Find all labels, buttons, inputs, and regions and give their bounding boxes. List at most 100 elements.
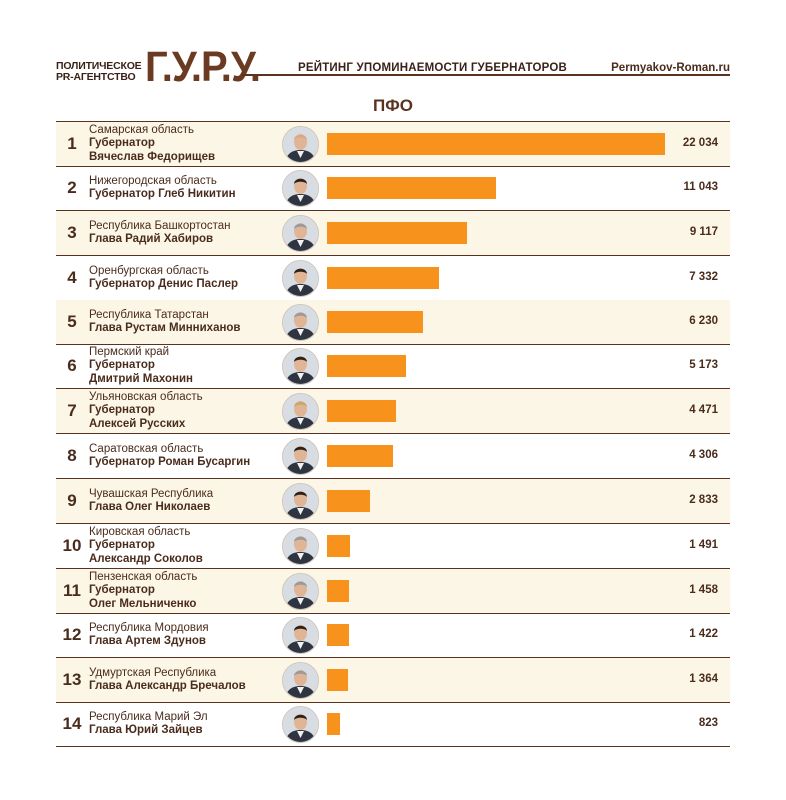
agency-line-1: ПОЛИТИЧЕСКОЕ xyxy=(56,60,142,72)
governor-title: Глава Олег Николаев xyxy=(89,501,211,513)
region-name: Ульяновская область xyxy=(89,390,203,403)
bar xyxy=(327,311,423,333)
governor-name: Чувашская Республика Глава Олег Николаев xyxy=(89,488,289,515)
rank-number: 13 xyxy=(62,670,82,689)
bar xyxy=(327,713,340,735)
governor-title: Глава Рустам Минниханов xyxy=(89,322,241,334)
agency-label: ПОЛИТИЧЕСКОЕ PR-АГЕНТСТВО xyxy=(56,60,142,83)
table-row: 6 Пермский край Губернатор Дмитрий Махонин 5… xyxy=(56,344,730,389)
table-row: 10 Кировская область Губернатор Александр С… xyxy=(56,524,730,569)
bar xyxy=(327,490,370,512)
governor-name: Самарская область Губернатор Вячеслав Федо… xyxy=(89,124,289,165)
governor-title: Дмитрий Махонин xyxy=(89,372,193,385)
avatar xyxy=(282,438,319,475)
bar xyxy=(327,400,396,422)
rank-number: 3 xyxy=(67,223,77,242)
governor-title: Глава Юрий Зайцев xyxy=(89,724,203,736)
rank-number: 10 xyxy=(62,536,82,555)
avatar xyxy=(282,483,319,520)
avatar xyxy=(282,170,319,207)
value-label: 1 458 xyxy=(689,584,718,596)
region-name: Пермский край xyxy=(89,345,170,358)
value-label: 1 364 xyxy=(689,673,718,685)
agency-line-2: PR-АГЕНТСТВО xyxy=(56,71,136,83)
value-label: 4 471 xyxy=(689,404,718,416)
governor-title: Глава Радий Хабиров xyxy=(89,233,214,245)
governor-name: Удмуртская Республика Глава Александр Бре… xyxy=(89,667,289,694)
rank-number: 9 xyxy=(67,491,77,510)
avatar xyxy=(282,260,319,297)
site-link[interactable]: Permyakov-Roman.ru xyxy=(611,62,730,74)
region-name: Пензенская область xyxy=(89,570,198,583)
table-row: 14 Республика Марий Эл Глава Юрий Зайцев 82… xyxy=(56,702,730,747)
governor-title: Губернатор xyxy=(89,584,155,597)
region-name: Республика Башкортостан xyxy=(89,219,231,232)
region-name: Нижегородская область xyxy=(89,174,217,187)
governor-title: Губернатор Глеб Никитин xyxy=(89,188,236,200)
region-name: Чувашская Республика xyxy=(89,487,214,500)
rank-number: 4 xyxy=(67,268,77,287)
governor-name: Пензенская область Губернатор Олег Мельнич… xyxy=(89,571,289,612)
governor-name: Ульяновская область Губернатор Алексей Рус… xyxy=(89,391,289,432)
region-name: Республика Мордовия xyxy=(89,621,209,634)
governor-name: Оренбургская область Губернатор Денис Пас… xyxy=(89,265,289,292)
value-label: 1 491 xyxy=(689,539,718,551)
rank-number: 5 xyxy=(67,312,77,331)
region-name: Саратовская область xyxy=(89,442,204,455)
bar xyxy=(327,535,350,557)
rank-number: 1 xyxy=(67,134,77,153)
region-name: Оренбургская область xyxy=(89,264,209,277)
avatar xyxy=(282,662,319,699)
value-label: 2 833 xyxy=(689,494,718,506)
governor-name: Саратовская область Губернатор Роман Буса… xyxy=(89,443,289,470)
rank-number: 14 xyxy=(62,714,82,733)
table-row: 9 Чувашская Республика Глава Олег Николаев… xyxy=(56,479,730,524)
value-label: 7 332 xyxy=(689,271,718,283)
bar xyxy=(327,669,348,691)
governor-title: Вячеслав Федорищев xyxy=(89,150,216,163)
value-label: 823 xyxy=(698,717,718,729)
table-row: 1 Самарская область Губернатор Вячеслав Фед… xyxy=(56,121,730,167)
value-label: 5 173 xyxy=(689,359,718,371)
table-row: 5 Республика Татарстан Глава Рустам Минних… xyxy=(56,300,730,345)
table-row: 7 Ульяновская область Губернатор Алексей Ру… xyxy=(56,389,730,434)
region-name: Республика Марий Эл xyxy=(89,710,208,723)
header-divider xyxy=(242,74,730,76)
value-label: 22 034 xyxy=(682,137,718,149)
bar xyxy=(327,267,439,289)
rank-number: 8 xyxy=(67,446,77,465)
rank-number: 6 xyxy=(67,356,77,375)
governor-title: Губернатор xyxy=(89,137,155,150)
ranking-table: 1 Самарская область Губернатор Вячеслав Фед… xyxy=(56,121,730,747)
bar xyxy=(327,133,665,155)
table-row: 11 Пензенская область Губернатор Олег Мельн… xyxy=(56,569,730,614)
governor-name: Республика Марий Эл Глава Юрий Зайцев xyxy=(89,711,289,738)
governor-title: Губернатор xyxy=(89,359,155,372)
value-label: 4 306 xyxy=(689,449,718,461)
avatar xyxy=(282,617,319,654)
governor-name: Нижегородская область Губернатор Глеб Ник… xyxy=(89,175,289,202)
avatar xyxy=(282,573,319,610)
governor-title: Олег Мельниченко xyxy=(89,597,197,610)
avatar xyxy=(282,215,319,252)
guru-logo: Г.У.Р.У. xyxy=(145,43,261,91)
governor-title: Губернатор Денис Паслер xyxy=(89,278,239,290)
avatar xyxy=(282,706,319,743)
region-name: Удмуртская Республика xyxy=(89,666,217,679)
chart-title: ПФО xyxy=(373,96,413,115)
bar xyxy=(327,222,467,244)
avatar xyxy=(282,528,319,565)
rank-number: 2 xyxy=(67,178,77,197)
governor-name: Кировская область Губернатор Александр Сок… xyxy=(89,526,289,567)
table-row: 13 Удмуртская Республика Глава Александр Б… xyxy=(56,658,730,703)
avatar xyxy=(282,304,319,341)
table-row: 12 Республика Мордовия Глава Артем Здунов 1… xyxy=(56,613,730,658)
bar xyxy=(327,445,393,467)
value-label: 6 230 xyxy=(689,315,718,327)
avatar xyxy=(282,348,319,385)
governor-title: Александр Соколов xyxy=(89,552,203,565)
governor-title: Глава Александр Бречалов xyxy=(89,680,246,692)
region-name: Кировская область xyxy=(89,525,191,538)
governor-title: Алексей Русских xyxy=(89,417,186,430)
table-row: 2 Нижегородская область Губернатор Глеб Ни… xyxy=(56,166,730,211)
